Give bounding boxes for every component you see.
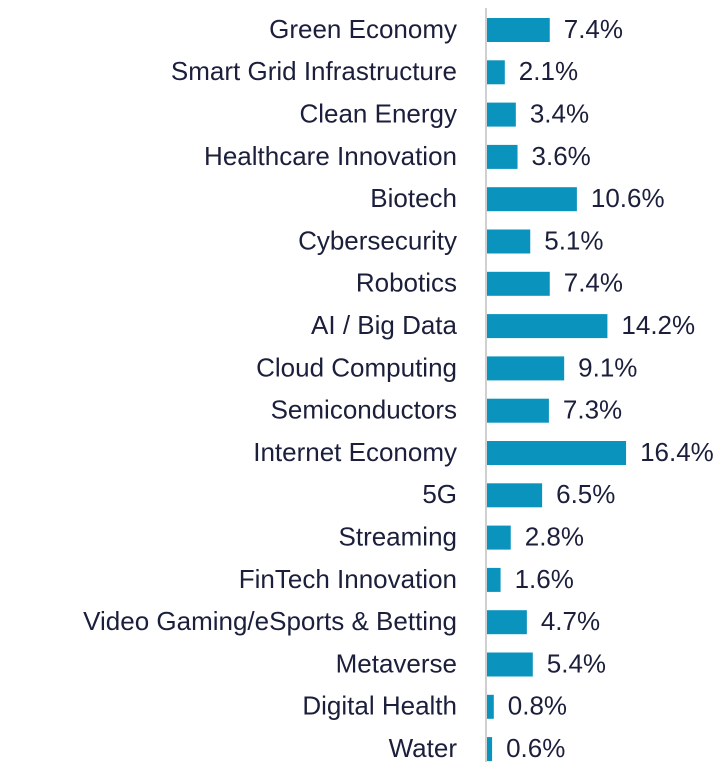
category-label: Video Gaming/eSports & Betting [83,606,457,636]
value-label: 0.6% [506,733,565,762]
bar [487,271,550,296]
bar [487,483,543,508]
bar [487,694,494,719]
bar [487,652,533,677]
value-label: 7.4% [564,268,623,298]
category-label: Clean Energy [299,98,457,128]
bar [487,737,493,762]
value-label: 4.7% [541,606,600,636]
category-label: Metaverse [336,648,457,678]
bar [487,229,531,254]
category-label: Healthcare Innovation [204,141,457,171]
category-label: Cloud Computing [256,352,457,382]
bar [487,60,505,85]
value-label: 3.4% [530,98,589,128]
category-label: Water [389,733,458,762]
category-label: AI / Big Data [311,310,457,340]
value-label: 5.4% [547,648,606,678]
bar [487,398,549,423]
value-label: 1.6% [515,564,574,594]
category-label: Streaming [339,521,458,551]
category-label: Digital Health [302,691,457,721]
bar [487,441,627,465]
value-label: 10.6% [591,183,665,213]
category-label: 5G [422,479,457,509]
value-label: 0.8% [508,691,567,721]
bar [487,18,550,42]
value-label: 5.1% [544,225,603,255]
bar [487,567,501,592]
category-label: Cybersecurity [298,225,457,255]
value-label: 7.3% [563,395,622,425]
value-label: 2.1% [519,56,578,86]
bar [487,102,516,127]
category-label: Green Economy [269,14,457,44]
bar [487,356,565,381]
value-label: 7.4% [564,14,623,44]
category-label: Robotics [356,268,457,298]
category-label: Biotech [370,183,457,213]
category-label: Smart Grid Infrastructure [171,56,457,86]
value-label: 3.6% [532,141,591,171]
value-label: 14.2% [621,310,695,340]
value-label: 2.8% [525,521,584,551]
bar [487,525,511,550]
bar [487,610,527,635]
value-label: 6.5% [556,479,615,509]
category-label: FinTech Innovation [239,564,457,594]
category-label: Internet Economy [253,437,457,467]
value-label: 16.4% [640,437,714,467]
value-label: 9.1% [578,352,637,382]
bar [487,187,577,212]
bar [487,144,518,169]
bar [487,314,608,339]
category-label: Semiconductors [271,395,457,425]
